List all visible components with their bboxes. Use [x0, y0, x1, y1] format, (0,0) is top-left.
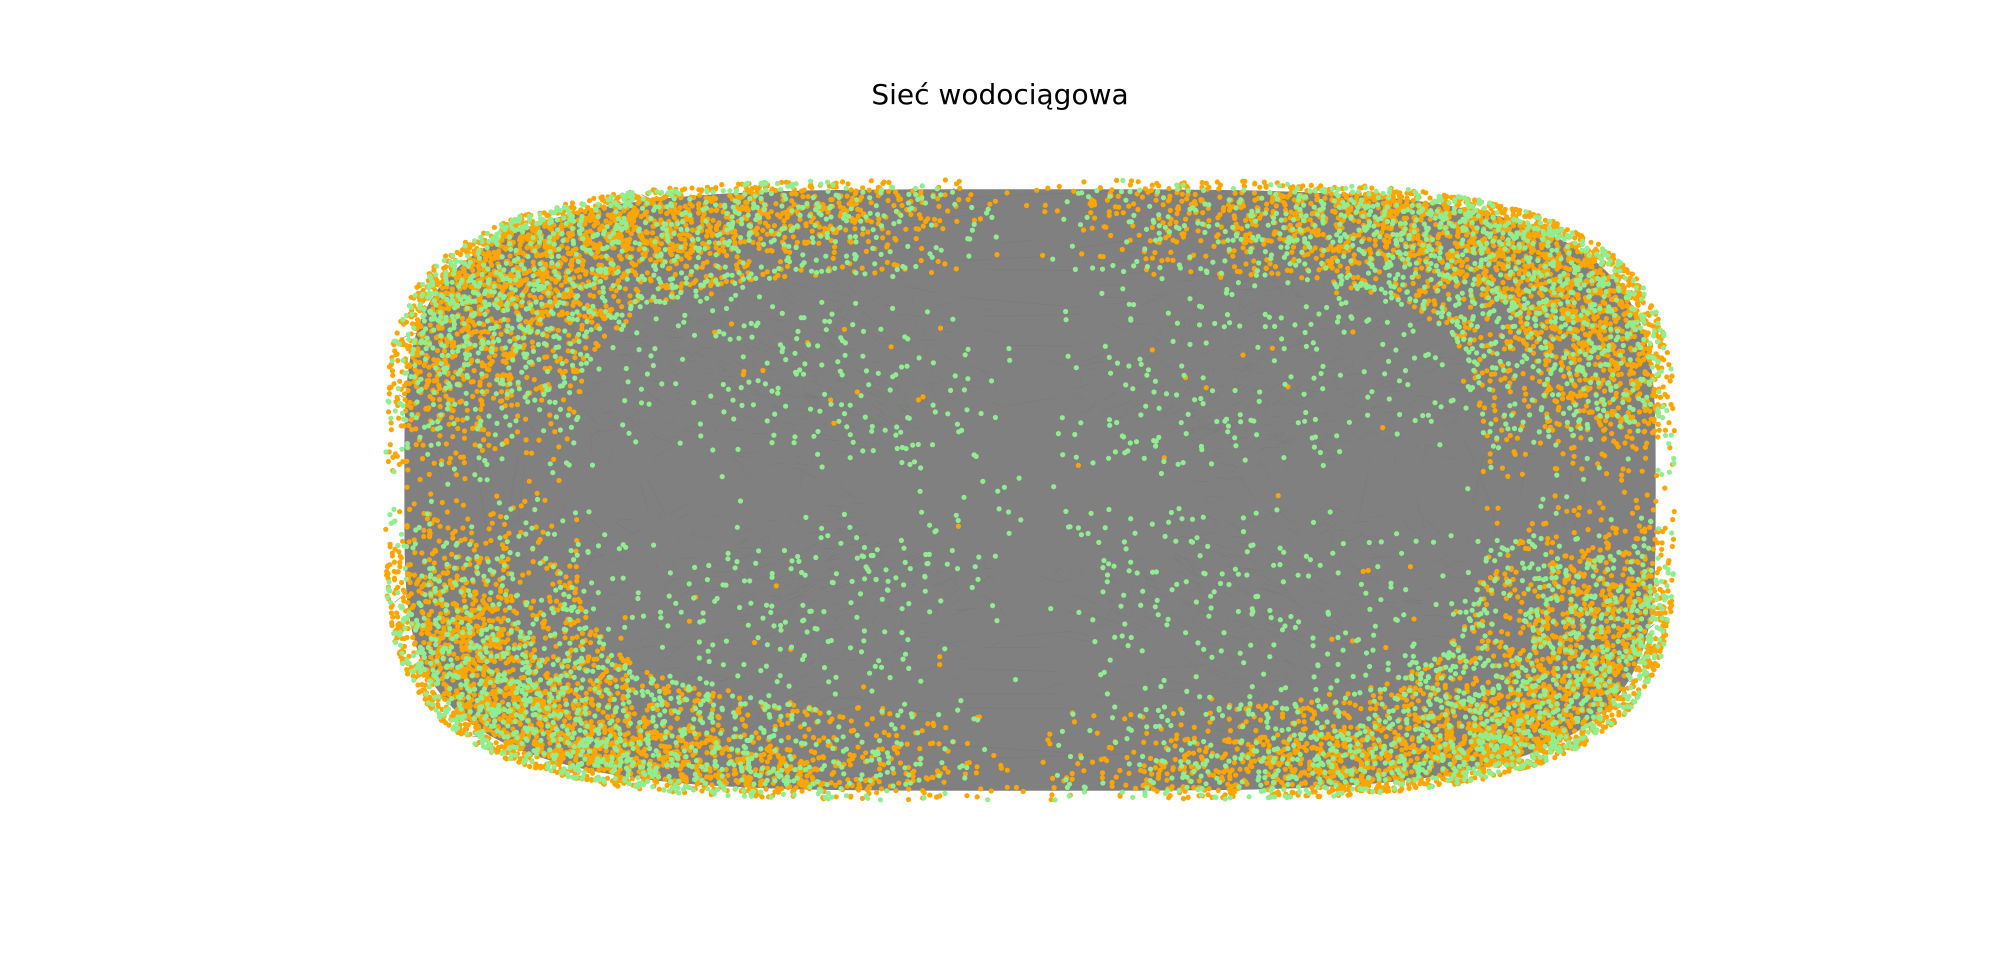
- nodes-orange: [383, 177, 1677, 803]
- edge-mass: [404, 189, 1656, 791]
- node-layer: [383, 177, 1677, 803]
- figure-title: Sieć wodociągowa: [871, 78, 1129, 111]
- nodes-lightgreen: [383, 177, 1677, 803]
